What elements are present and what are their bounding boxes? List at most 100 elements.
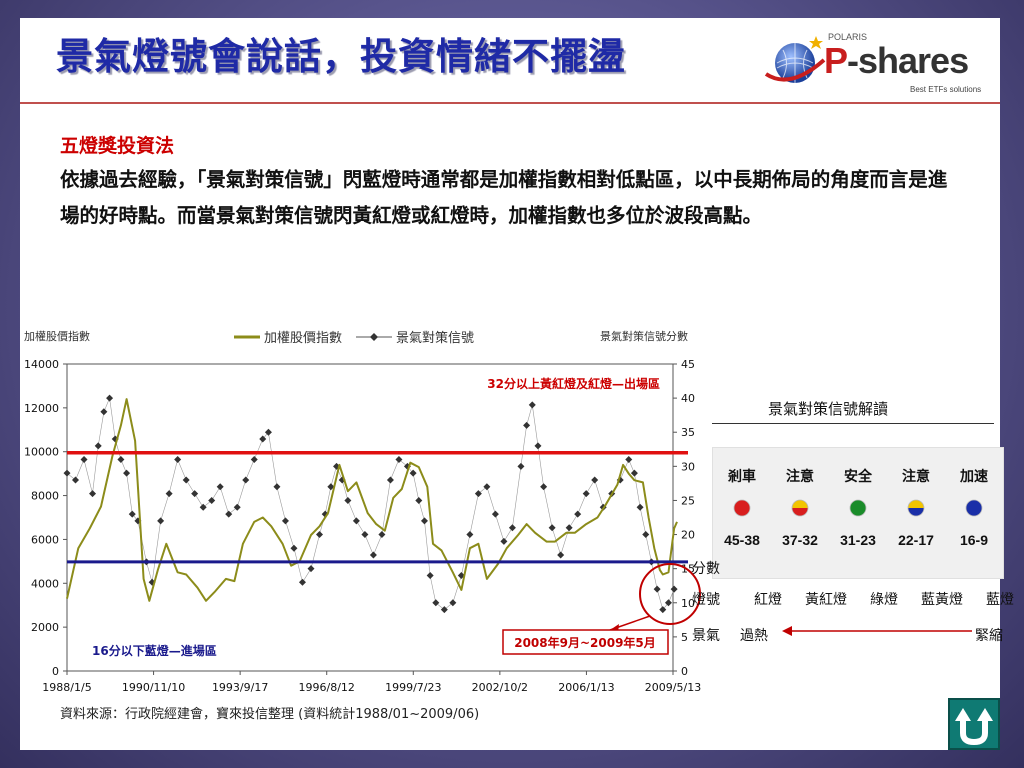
signal-point xyxy=(63,469,71,477)
signal-light-icon xyxy=(907,499,925,517)
signal-point xyxy=(508,524,516,532)
section-heading: 五燈獎投資法 xyxy=(60,135,175,157)
u-turn-arrow-icon xyxy=(955,708,993,746)
signal-score-range: 37-32 xyxy=(782,532,818,548)
chart-svg: 加權股價指數 景氣對策信號分數 加權股價指數 景氣對策信號 0 2000 4000 6000 8… xyxy=(24,329,701,694)
signal-point xyxy=(653,585,661,593)
signal-point xyxy=(157,517,165,525)
x-tick-label: 1993/9/17 xyxy=(212,681,268,694)
signal-light-name: 黃紅燈 xyxy=(805,592,847,608)
logo-polaris-text: POLARIS xyxy=(828,32,868,42)
signal-column: 剎車 45-38 xyxy=(713,448,771,548)
signal-point xyxy=(216,483,224,491)
page-title: 景氣燈號會說話，投資情緒不擺盪 xyxy=(56,35,626,78)
signal-point xyxy=(199,503,207,511)
legend-signal-label: 景氣對策信號 xyxy=(396,330,474,346)
signal-light-icon xyxy=(733,499,751,517)
signal-light-name: 藍黃燈 xyxy=(921,592,963,608)
left-tick-label: 6000 xyxy=(31,533,59,546)
legend-divider xyxy=(712,423,994,424)
x-tick-label: 2009/5/13 xyxy=(645,681,701,694)
signal-point xyxy=(625,456,633,464)
right-tick-label: 10 xyxy=(681,597,695,610)
left-tick-label: 14000 xyxy=(24,358,59,371)
slide: 景氣燈號會說話，投資情緒不擺盪 POLARIS P-shares Best ET… xyxy=(20,18,1000,750)
signal-point xyxy=(591,476,599,484)
signal-point xyxy=(106,394,114,402)
left-tick-label: 4000 xyxy=(31,577,59,590)
left-tick-label: 2000 xyxy=(31,621,59,634)
signal-point xyxy=(225,510,233,518)
signal-point xyxy=(534,442,542,450)
signal-legend: 景氣對策信號解讀 剎車 45-38 注意 37-32 安全 31-23 注意 22-17 加速 1… xyxy=(692,395,1014,645)
signal-point xyxy=(395,456,403,464)
signal-point xyxy=(449,599,457,607)
signal-point xyxy=(117,456,125,464)
right-tick-label: 20 xyxy=(681,529,695,542)
logo-tagline: Best ETFs solutions xyxy=(910,85,982,94)
signal-series-line xyxy=(66,396,675,611)
signal-point xyxy=(298,578,306,586)
left-tick-label: 0 xyxy=(52,665,59,678)
signal-point xyxy=(80,456,88,464)
signal-point xyxy=(659,606,667,614)
signal-column: 注意 22-17 xyxy=(887,448,945,548)
left-axis-title: 加權股價指數 xyxy=(24,329,90,343)
signal-point xyxy=(415,496,423,504)
signal-point xyxy=(94,442,102,450)
signal-point xyxy=(500,537,508,545)
signal-header: 安全 xyxy=(844,469,872,485)
signal-point xyxy=(670,585,678,593)
signal-score-range: 22-17 xyxy=(898,532,934,548)
signal-point xyxy=(528,401,536,409)
signal-point xyxy=(361,531,369,539)
signal-point xyxy=(386,476,394,484)
signal-point xyxy=(264,428,272,436)
signal-column: 注意 37-32 xyxy=(771,448,829,548)
signal-point xyxy=(523,421,531,429)
callout-box xyxy=(502,629,669,655)
signal-point xyxy=(344,496,352,504)
x-tick-label: 2002/10/2 xyxy=(472,681,528,694)
source-note: 資料來源：行政院經建會，寶來投信整理 (資料統計1988/01~2009/06) xyxy=(60,707,480,722)
taiex-signal-chart: 加權股價指數 景氣對策信號分數 加權股價指數 景氣對策信號 0 2000 4000 6000 8… xyxy=(20,304,720,708)
title-divider xyxy=(20,102,1000,104)
signal-score-range: 45-38 xyxy=(724,532,760,548)
left-tick-label: 8000 xyxy=(31,490,59,503)
return-button[interactable] xyxy=(948,698,1000,750)
signal-score-range: 16-9 xyxy=(959,532,989,548)
signal-point xyxy=(642,531,650,539)
signal-header: 剎車 xyxy=(728,469,756,485)
x-tick-label: 2006/1/13 xyxy=(558,681,614,694)
signal-point xyxy=(165,490,173,498)
p-shares-logo: POLARIS P-shares Best ETFs solutions xyxy=(760,30,992,94)
signal-light-name: 綠燈 xyxy=(870,592,898,608)
right-tick-label: 30 xyxy=(681,460,695,473)
signal-point xyxy=(432,599,440,607)
signal-header: 加速 xyxy=(960,469,988,485)
x-tick-label: 1996/8/12 xyxy=(299,681,355,694)
body-paragraph: 依據過去經驗，「景氣對策信號」閃藍燈時通常都是加權指數相對低點區，以中長期佈局的… xyxy=(60,168,948,227)
signal-legend-title: 景氣對策信號解讀 xyxy=(768,400,889,418)
signal-point xyxy=(369,551,377,559)
signal-point xyxy=(233,503,241,511)
right-axis-title: 景氣對策信號分數 xyxy=(600,329,688,343)
logo-brand-text: P-shares xyxy=(824,40,969,81)
signal-header: 注意 xyxy=(902,469,930,485)
signal-point xyxy=(491,510,499,518)
globe-logo-icon xyxy=(764,36,826,83)
signal-light-icon xyxy=(791,499,809,517)
signal-point xyxy=(426,571,434,579)
signal-point xyxy=(420,517,428,525)
signal-point xyxy=(290,544,298,552)
signal-point xyxy=(191,490,199,498)
right-tick-label: 35 xyxy=(681,426,695,439)
row-label-score: 分數 xyxy=(692,561,720,577)
signal-point xyxy=(208,496,216,504)
signal-point xyxy=(128,510,136,518)
signal-column: 加速 16-9 xyxy=(945,448,1003,548)
signal-point xyxy=(409,469,417,477)
signal-point xyxy=(273,483,281,491)
signal-legend-box: 剎車 45-38 注意 37-32 安全 31-23 注意 22-17 加速 16-9 xyxy=(712,447,1004,579)
legend-index-label: 加權股價指數 xyxy=(264,331,342,346)
